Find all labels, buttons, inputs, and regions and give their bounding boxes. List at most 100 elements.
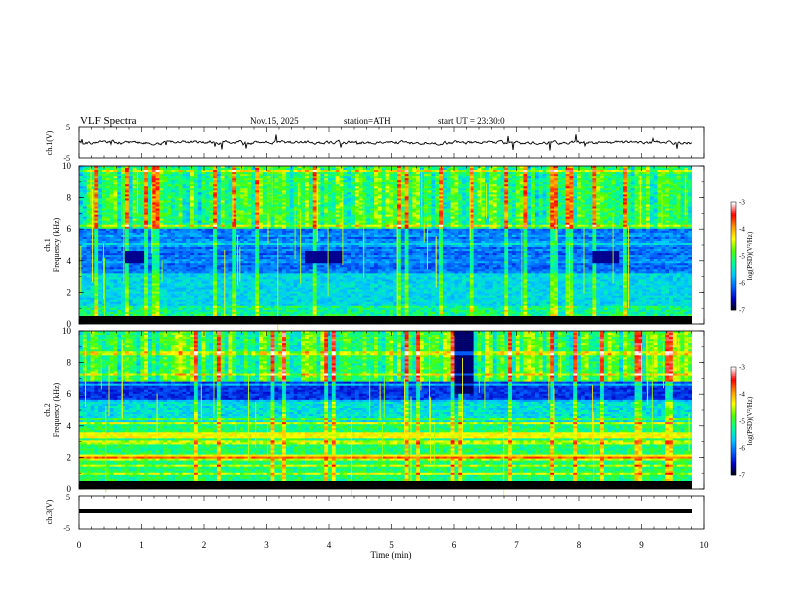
spectrogram-cell bbox=[79, 190, 84, 193]
spectrogram-cell bbox=[136, 210, 141, 213]
spectrogram-cell bbox=[615, 192, 620, 195]
spectrogram-cell bbox=[561, 222, 566, 226]
spectrogram-cell bbox=[328, 222, 333, 226]
spectrogram-cell bbox=[374, 202, 379, 205]
spectrogram-cell bbox=[523, 172, 528, 175]
spectrogram-cell bbox=[79, 214, 84, 217]
spectrogram-cell bbox=[201, 174, 206, 177]
spectrogram-cell bbox=[385, 202, 390, 205]
spectrogram-cell bbox=[374, 170, 379, 173]
spectrogram-cell bbox=[228, 220, 233, 224]
spectrogram-cell bbox=[239, 182, 245, 185]
spectrogram-cell bbox=[642, 168, 647, 171]
spectrogram-cell bbox=[646, 176, 651, 179]
spectrogram-cell bbox=[473, 190, 478, 193]
spectrogram-cell bbox=[672, 182, 677, 185]
spectrogram-cell bbox=[228, 206, 233, 209]
spectrogram-cell bbox=[167, 196, 172, 199]
spectrogram-cell bbox=[128, 200, 133, 203]
spectrogram-cell bbox=[454, 168, 459, 171]
spectrogram-cell bbox=[626, 172, 631, 175]
spectrogram-cell bbox=[201, 206, 206, 209]
spectrogram-cell bbox=[523, 196, 528, 199]
spectrogram-cell bbox=[190, 224, 195, 228]
spectrogram-cell bbox=[611, 200, 616, 203]
spectrogram-cell bbox=[600, 172, 605, 175]
spectrogram-cell bbox=[603, 180, 609, 183]
spectrogram-cell bbox=[669, 198, 674, 201]
spectrogram-cell bbox=[477, 192, 482, 195]
spectrogram-cell bbox=[86, 214, 91, 217]
spectrogram-cell bbox=[278, 216, 283, 219]
spectrogram-cell bbox=[626, 210, 631, 213]
spectrogram-cell bbox=[270, 218, 275, 221]
spectrogram-cell bbox=[335, 220, 340, 224]
spectrogram-cell bbox=[496, 208, 501, 211]
spectrogram-cell bbox=[209, 222, 214, 226]
spectrogram-cell bbox=[488, 212, 494, 215]
spectrogram-cell bbox=[282, 204, 287, 207]
spectrogram-cell bbox=[347, 204, 352, 207]
spectrogram-cell bbox=[515, 184, 520, 187]
spectrogram-cell bbox=[431, 190, 436, 193]
spectrogram-cell bbox=[442, 218, 448, 221]
spectrogram-cell bbox=[454, 186, 459, 189]
spectrogram-cell bbox=[393, 172, 398, 175]
spectrogram-cell bbox=[534, 216, 540, 219]
spectrogram-cell bbox=[577, 216, 582, 219]
spectrogram-cell bbox=[167, 214, 172, 217]
spectrogram-cell bbox=[442, 178, 448, 181]
spectrogram-cell bbox=[358, 182, 363, 185]
spectrogram-cell bbox=[274, 196, 279, 199]
spectrogram-cell bbox=[400, 180, 405, 183]
spectrogram-cell bbox=[427, 198, 432, 201]
spectrogram-cell bbox=[343, 176, 348, 179]
spectrogram-cell bbox=[408, 218, 413, 221]
spectrogram-cell bbox=[282, 194, 287, 197]
spectrogram-cell bbox=[239, 212, 245, 215]
spectrogram-cell bbox=[684, 206, 689, 209]
spectrogram-cell bbox=[676, 172, 681, 175]
spectrogram-cell bbox=[274, 178, 279, 181]
spectrogram-cell bbox=[259, 172, 264, 175]
spectrogram-cell bbox=[293, 190, 298, 193]
spectrogram-cell bbox=[170, 170, 176, 173]
spectrogram-cell bbox=[262, 208, 268, 211]
spectrogram-cell bbox=[163, 212, 168, 215]
spectrogram-cell bbox=[174, 180, 179, 183]
spectrogram-cell bbox=[167, 218, 172, 221]
spectrogram-cell bbox=[580, 206, 586, 209]
spectrogram-cell bbox=[603, 218, 609, 221]
spectrogram-cell bbox=[638, 170, 643, 173]
spectrogram-cell bbox=[496, 188, 501, 191]
spectrogram-cell bbox=[473, 168, 478, 171]
spectrogram-cell bbox=[623, 178, 628, 181]
spectrogram-cell bbox=[297, 218, 302, 221]
spectrogram-cell bbox=[305, 184, 310, 187]
spectrogram-cell bbox=[98, 180, 103, 183]
spectrogram-cell bbox=[569, 206, 574, 209]
spectrogram-cell bbox=[534, 170, 540, 173]
spectrogram-cell bbox=[408, 196, 413, 199]
spectrogram-cell bbox=[182, 168, 187, 171]
spectrogram-cell bbox=[649, 210, 654, 213]
spectrogram-cell bbox=[561, 196, 566, 199]
spectrogram-cell bbox=[592, 184, 597, 187]
spectrogram-cell bbox=[607, 172, 612, 175]
spectrogram-cell bbox=[523, 168, 528, 171]
spectrogram-cell bbox=[347, 200, 352, 203]
spectrogram-cell bbox=[504, 170, 509, 173]
spectrogram-cell bbox=[213, 174, 218, 177]
spectrogram-cell bbox=[439, 190, 444, 193]
spectrogram-cell bbox=[90, 180, 95, 183]
spectrogram-cell bbox=[515, 180, 520, 183]
spectrogram-cell bbox=[439, 194, 444, 197]
spectrogram-cell bbox=[293, 218, 298, 221]
spectrogram-cell bbox=[132, 226, 137, 230]
spectrogram-cell bbox=[170, 222, 176, 226]
spectrogram-cell bbox=[580, 224, 586, 228]
spectrogram-cell bbox=[446, 174, 451, 177]
spectrogram-cell bbox=[190, 200, 195, 203]
spectrogram-cell bbox=[569, 182, 574, 185]
spectrogram-cell bbox=[174, 178, 179, 181]
